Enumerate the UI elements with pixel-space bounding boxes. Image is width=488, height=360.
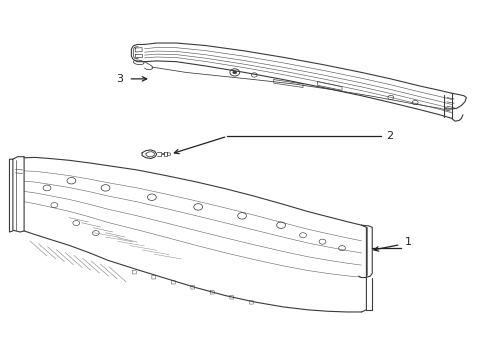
Text: 3: 3	[116, 74, 123, 84]
Text: 1: 1	[404, 237, 410, 247]
Circle shape	[232, 71, 236, 74]
Text: 2: 2	[385, 131, 392, 141]
